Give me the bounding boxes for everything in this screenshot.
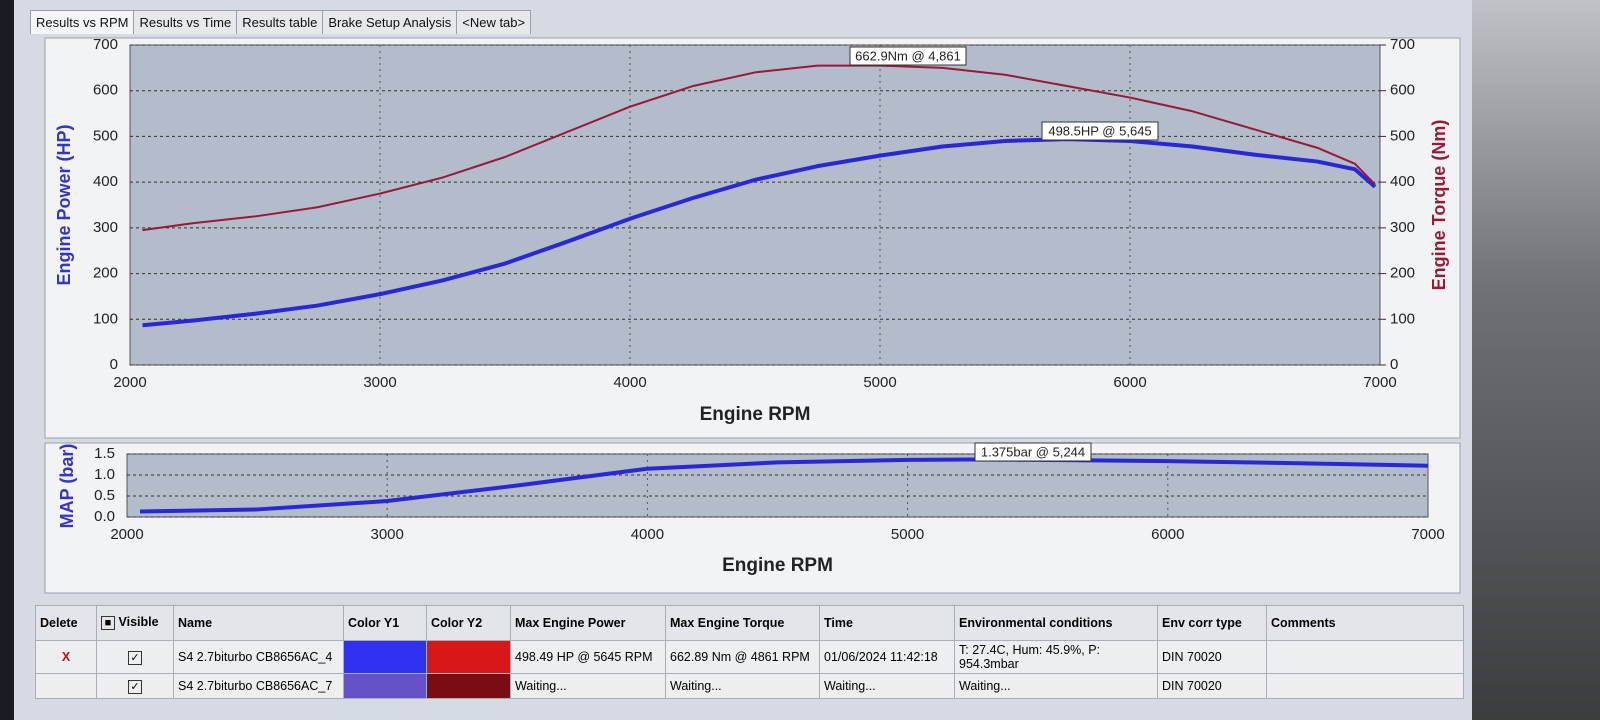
annotation: 1.375bar @ 5,244 <box>981 444 1085 459</box>
y-tick-label: 600 <box>93 82 118 99</box>
header: Comments <box>1266 605 1464 641</box>
name-cell: S4 2.7biturbo CB8656AC_7 <box>173 673 344 699</box>
name-cell: S4 2.7biturbo CB8656AC_4 <box>173 640 344 674</box>
tab[interactable]: Results table <box>236 10 324 34</box>
cell: Waiting... <box>819 673 955 699</box>
header: Name <box>173 605 344 641</box>
y-tick-label: 100 <box>93 310 118 327</box>
y2-tick-label: 0 <box>1390 356 1398 373</box>
delete-button[interactable]: X <box>35 640 97 674</box>
x-tick-label: 7000 <box>1363 374 1396 391</box>
cell: Waiting... <box>954 673 1158 699</box>
header: Color Y1 <box>343 605 427 641</box>
color-swatch[interactable] <box>343 640 427 674</box>
header: ■ Visible <box>96 605 174 641</box>
y-tick-label: 700 <box>93 36 118 53</box>
annotation-box <box>974 442 1092 462</box>
tab[interactable]: Results vs Time <box>133 10 238 34</box>
x-axis-label: Engine RPM <box>722 555 833 576</box>
x-tick-label: 5000 <box>863 374 896 391</box>
y-tick-label: 400 <box>93 173 118 190</box>
cell: Waiting... <box>510 673 666 699</box>
checkbox[interactable]: ✓ <box>128 650 142 665</box>
y2-tick-label: 100 <box>1390 310 1415 327</box>
x-tick-label: 2000 <box>113 374 146 391</box>
cell: DIN 70020 <box>1157 640 1267 674</box>
y2-tick-label: 400 <box>1390 173 1415 190</box>
checkbox-icon[interactable]: ■ <box>101 616 115 630</box>
cell <box>1266 640 1464 674</box>
y-axis-label: MAP (bar) <box>57 444 77 529</box>
results-table: Delete ■ Visible Name Color Y1 Color Y2 … <box>35 605 1464 699</box>
color-swatch[interactable] <box>426 673 511 699</box>
visible-cell: ✓ <box>96 640 174 674</box>
y2-axis-label: Engine Torque (Nm) <box>1429 120 1449 291</box>
row[interactable]: X ✓ S4 2.7biturbo CB8656AC_4 498.49 HP @… <box>35 640 1464 674</box>
x-tick-label: 7000 <box>1411 526 1444 543</box>
header: Time <box>819 605 955 641</box>
y-tick-label: 0 <box>110 356 118 373</box>
x-tick-label: 3000 <box>371 526 404 543</box>
visible-cell: ✓ <box>96 673 174 699</box>
y2-tick-label: 300 <box>1390 219 1415 236</box>
y-tick-label: 200 <box>93 265 118 282</box>
x-tick-label: 6000 <box>1151 526 1184 543</box>
series-line <box>142 64 1376 232</box>
series-line <box>139 457 1429 514</box>
y-tick-label: 1.5 <box>94 445 115 462</box>
y-axis-label: Engine Power (HP) <box>54 124 74 285</box>
y2-tick-label: 500 <box>1390 127 1415 144</box>
series-line <box>142 137 1377 328</box>
y2-tick-label: 700 <box>1390 36 1415 53</box>
x-tick-label: 3000 <box>363 374 396 391</box>
tab[interactable]: Brake Setup Analysis <box>322 10 458 34</box>
y-tick-label: 0.0 <box>94 508 115 525</box>
x-tick-label: 2000 <box>110 526 143 543</box>
cell <box>35 673 97 699</box>
x-tick-label: 4000 <box>613 374 646 391</box>
tab[interactable]: Results vs RPM <box>30 10 135 34</box>
cell: DIN 70020 <box>1157 673 1267 699</box>
plot-area <box>126 453 1429 518</box>
checkbox[interactable]: ✓ <box>128 679 142 694</box>
cell: 498.49 HP @ 5645 RPM <box>510 640 666 674</box>
color-swatch[interactable] <box>343 673 427 699</box>
y-tick-label: 0.5 <box>94 487 115 504</box>
y2-tick-label: 600 <box>1390 82 1415 99</box>
y2-tick-label: 200 <box>1390 265 1415 282</box>
color-swatch[interactable] <box>426 640 511 674</box>
charts: 2000 3000 4000 5000 6000 70000100200300400500… <box>44 36 1461 594</box>
header: Max Engine Torque <box>665 605 820 641</box>
annotation-box <box>1041 121 1159 141</box>
tab[interactable]: <New tab> <box>456 10 532 34</box>
annotation: 498.5HP @ 5,645 <box>1048 123 1151 138</box>
annotation: 662.9Nm @ 4,861 <box>855 48 961 63</box>
x-tick-label: 4000 <box>631 526 664 543</box>
header: Environmental conditions <box>954 605 1158 641</box>
cell: Waiting... <box>665 673 820 699</box>
header: Delete <box>35 605 97 641</box>
header-row: Delete ■ Visible Name Color Y1 Color Y2 … <box>35 605 1464 641</box>
background <box>1472 0 1600 720</box>
x-axis-label: Engine RPM <box>700 404 811 425</box>
tab-bar: Results vs RPM Results vs Time Results tab… <box>30 10 532 34</box>
header: Visible <box>118 615 159 629</box>
cell: T: 27.4C, Hum: 45.9%, P: 954.3mbar <box>954 640 1158 674</box>
header: Max Engine Power <box>510 605 666 641</box>
cell: 662.89 Nm @ 4861 RPM <box>665 640 820 674</box>
plot-area <box>129 44 1381 366</box>
header: Env corr type <box>1157 605 1267 641</box>
y-tick-label: 300 <box>93 219 118 236</box>
cell <box>1266 673 1464 699</box>
x-tick-label: 5000 <box>891 526 924 543</box>
y-tick-label: 1.0 <box>94 466 115 483</box>
header: Color Y2 <box>426 605 511 641</box>
y-tick-label: 500 <box>93 127 118 144</box>
cell: 01/06/2024 11:42:18 <box>819 640 955 674</box>
annotation-box <box>849 46 967 66</box>
x-tick-label: 6000 <box>1113 374 1146 391</box>
row[interactable]: ✓ S4 2.7biturbo CB8656AC_7 Waiting... Wa… <box>35 673 1464 699</box>
